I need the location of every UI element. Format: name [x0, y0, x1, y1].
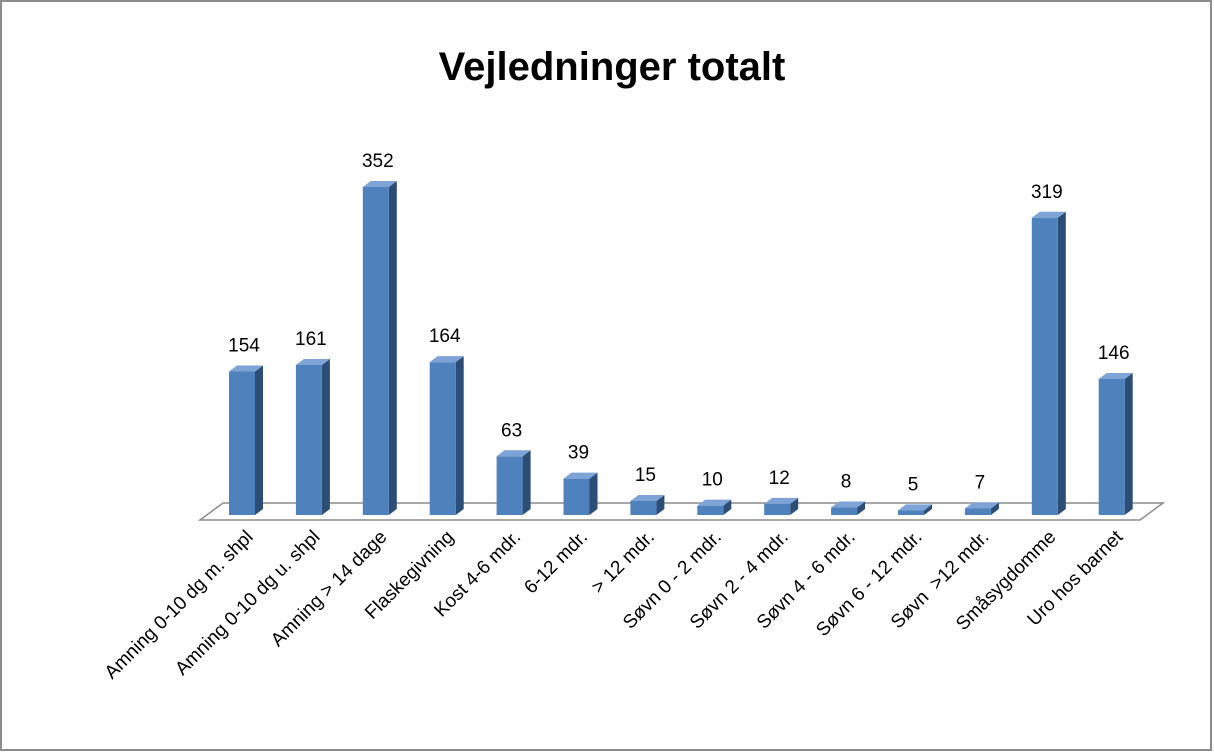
- bar: [831, 507, 858, 515]
- bar: [295, 364, 322, 515]
- bar-side: [1057, 211, 1066, 515]
- bar-side: [255, 365, 263, 515]
- floor: [197, 502, 1166, 521]
- bar: [1031, 217, 1058, 515]
- bar-top: [697, 499, 732, 506]
- chart-title: Vejledninger totalt: [439, 45, 786, 89]
- bar: [630, 501, 657, 515]
- value-label: 161: [295, 329, 327, 350]
- bar-top: [229, 365, 263, 372]
- bar-side: [1124, 372, 1133, 515]
- bar-top: [1031, 211, 1066, 218]
- bar-side: [990, 502, 999, 515]
- bar: [764, 503, 791, 515]
- bar-top: [964, 502, 999, 509]
- bar-side: [321, 358, 330, 515]
- value-label: 319: [1031, 182, 1063, 203]
- bar: [229, 371, 255, 515]
- bar-side: [656, 495, 665, 515]
- value-label: 7: [975, 472, 986, 493]
- bar-top: [630, 495, 665, 502]
- bar-side: [924, 504, 932, 515]
- bar-top: [429, 356, 464, 363]
- bar-side: [455, 356, 464, 515]
- value-label: 5: [908, 474, 919, 495]
- bar-top: [1098, 372, 1133, 379]
- value-label: 63: [501, 420, 522, 441]
- bar: [1098, 378, 1125, 515]
- bar: [964, 508, 991, 515]
- bar-top: [563, 472, 598, 479]
- bar: [898, 510, 924, 515]
- bar-side: [522, 450, 531, 515]
- bar-top: [295, 358, 330, 365]
- bar: [496, 456, 523, 515]
- value-label: 10: [702, 470, 723, 491]
- bar-top: [898, 504, 932, 511]
- value-label: 15: [635, 465, 656, 486]
- bar: [362, 187, 389, 515]
- bar: [429, 362, 456, 515]
- bar-side: [857, 501, 866, 515]
- value-label: 352: [362, 151, 394, 172]
- bar: [697, 505, 724, 515]
- bar-top: [362, 181, 397, 187]
- value-label: 39: [568, 443, 589, 464]
- bar-side: [589, 472, 598, 515]
- value-label: 12: [769, 468, 790, 489]
- bar-side: [388, 181, 397, 515]
- bar-top: [496, 450, 531, 457]
- value-label: 164: [429, 326, 461, 347]
- bar: [563, 478, 590, 515]
- bar-side: [790, 497, 799, 515]
- value-label: 154: [228, 336, 260, 357]
- bar-side: [723, 499, 732, 515]
- bar-top: [764, 497, 799, 504]
- value-label: 146: [1098, 343, 1130, 364]
- value-label: 8: [841, 472, 852, 493]
- bar-top: [831, 501, 866, 508]
